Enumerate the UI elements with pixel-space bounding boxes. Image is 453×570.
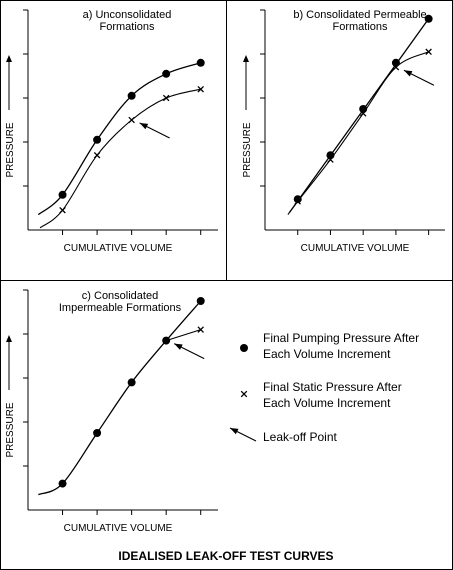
leak-off-arrow-head (403, 70, 413, 77)
legend-pumping-label: Each Volume Increment (263, 347, 391, 361)
legend: Final Pumping Pressure After Each Volume … (229, 331, 419, 444)
chart-panel-3: c) Consolidated Impermeable Formations CUM… (5, 289, 218, 534)
legend-static-label: Final Static Pressure After (263, 380, 402, 394)
legend-leakoff-arrow-head (230, 428, 239, 435)
pumping-pressure-point (127, 91, 136, 100)
static-pressure-point (197, 326, 204, 333)
pumping-pressure-point (162, 336, 171, 345)
pumping-pressure-point (93, 429, 102, 437)
static-pressure-point (425, 48, 432, 56)
pumping-pressure-point (196, 297, 205, 305)
chart-title-line: Impermeable Formations (59, 302, 182, 314)
legend-static-label: Each Volume Increment (263, 396, 391, 410)
chart-title-line: Formations (332, 21, 388, 33)
static-pressure-point (128, 116, 135, 124)
pumping-pressure-point (58, 479, 67, 488)
legend-pumping-marker (240, 344, 248, 352)
x-axis-label: CUMULATIVE VOLUME (64, 523, 173, 534)
chart-title-line: c) Consolidated (82, 290, 158, 302)
chart-title: a) Unconsolidated Formations (83, 9, 172, 33)
y-axis-label: PRESSURE (5, 402, 16, 457)
chart-panel-1: a) Unconsolidated Formations CUMULATIVE VO… (5, 9, 218, 254)
y-axis-arrow-head (6, 335, 12, 342)
chart-title-line: a) Unconsolidated (83, 9, 172, 21)
static-pressure-point (93, 151, 101, 159)
static-pressure-point (359, 110, 367, 117)
pumping-pressure-point (424, 14, 433, 23)
legend-leakoff-label: Leak-off Point (263, 430, 337, 444)
pumping-pressure-point (58, 190, 67, 199)
chart-title-line: Formations (99, 21, 155, 33)
static-pressure-curve (287, 51, 429, 215)
pumping-pressure-point (196, 58, 205, 67)
y-axis-arrow-head (6, 55, 12, 62)
static-pressure-curve (166, 329, 201, 342)
static-pressure-curve (39, 88, 201, 229)
pumping-pressure-curve (289, 18, 430, 213)
pumping-pressure-point (93, 135, 102, 144)
pumping-pressure-curve (38, 300, 202, 496)
pumping-pressure-point (162, 69, 171, 78)
static-pressure-point (162, 94, 170, 102)
pumping-pressure-point (293, 195, 302, 204)
pumping-pressure-point (391, 58, 400, 67)
static-pressure-point (59, 206, 66, 214)
legend-static-marker (240, 390, 248, 398)
chart-panel-2: b) Consolidated Permeable Formations CUMUL… (242, 9, 445, 254)
static-pressure-point (294, 198, 301, 205)
static-pressure-point (197, 85, 204, 93)
leak-off-arrow-head (174, 343, 183, 350)
legend-pumping-label: Final Pumping Pressure After (263, 331, 419, 345)
x-axis-label: CUMULATIVE VOLUME (64, 243, 173, 254)
pumping-pressure-point (127, 378, 136, 387)
pumping-pressure-point (359, 105, 368, 113)
chart-title: b) Consolidated Permeable Formations (293, 9, 426, 33)
y-axis-label: PRESSURE (242, 122, 253, 177)
chart-title-line: b) Consolidated Permeable (293, 9, 426, 21)
y-axis-arrow-head (243, 55, 249, 62)
leak-off-arrow-head (139, 123, 149, 130)
static-pressure-point (392, 63, 400, 71)
static-pressure-point (327, 156, 334, 163)
chart-title: c) Consolidated Impermeable Formations (59, 290, 182, 314)
figure-title: IDEALISED LEAK-OFF TEST CURVES (118, 549, 333, 563)
x-axis-label: CUMULATIVE VOLUME (301, 243, 410, 254)
y-axis-label: PRESSURE (5, 122, 16, 177)
pumping-pressure-point (326, 151, 335, 160)
